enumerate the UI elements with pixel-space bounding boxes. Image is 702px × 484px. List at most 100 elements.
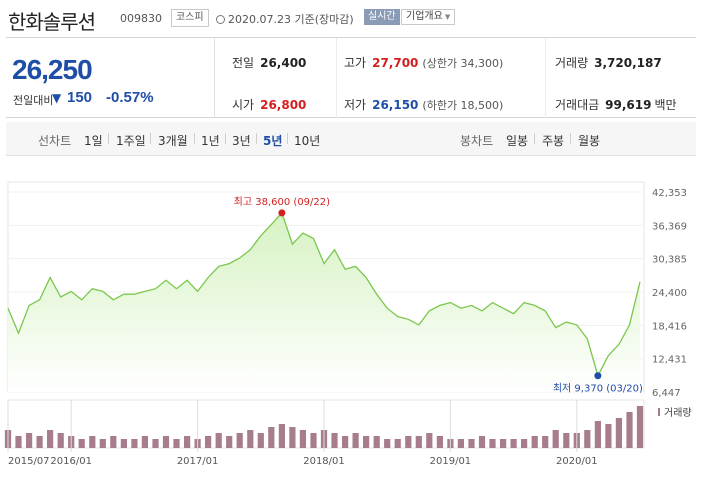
date-suffix: 기준(장마감) (294, 13, 354, 26)
volume-bar (605, 424, 612, 448)
volume-bar (247, 430, 254, 448)
tab-10y[interactable]: 10년 (294, 134, 321, 148)
tab-5y[interactable]: 5년 (263, 134, 283, 148)
tab-1y[interactable]: 1년 (201, 134, 220, 148)
volume-bar (384, 439, 391, 448)
volume-legend-label: 거래량 (664, 407, 692, 419)
high-label: 고가 (344, 56, 367, 70)
open-value: 26,800 (260, 98, 307, 112)
trade-amount: 거래대금 99,619 백만 (555, 96, 677, 113)
volume-bar (510, 439, 517, 448)
volume-bar (489, 439, 496, 448)
company-info-dropdown[interactable]: 기업개요 ▼ (401, 9, 456, 25)
divider (570, 133, 571, 144)
volume-bar (299, 430, 306, 448)
volume-bar (57, 433, 64, 448)
change-label: 전일대비 (13, 94, 54, 107)
price-change-percent: -0.57% (106, 89, 154, 106)
chevron-down-icon: ▼ (444, 13, 451, 21)
volume-bar (331, 433, 338, 448)
volume-bar (184, 436, 191, 448)
min-point-marker (594, 372, 602, 380)
volume-bar (236, 433, 243, 448)
current-price: 26,250 (12, 54, 93, 85)
y-tick-label: 24,400 (652, 288, 687, 299)
x-tick-label: 2016/01 (50, 456, 92, 467)
volume-bar (110, 436, 117, 448)
low-price: 저가 26,150 (하한가 18,500) (344, 96, 503, 113)
tab-3m[interactable]: 3개월 (158, 134, 188, 148)
y-tick-label: 12,431 (652, 355, 687, 366)
volume-bar (47, 430, 54, 448)
current-price-panel: 26,250 전일대비 ▼ 150 -0.57% (6, 38, 215, 118)
volume-bar (468, 439, 475, 448)
max-annotation: 최고 38,600 (09/22) (234, 196, 330, 208)
volume-legend-swatch (658, 408, 660, 416)
y-tick-label: 6,447 (652, 388, 681, 399)
tab-1d[interactable]: 1일 (84, 134, 103, 148)
volume-bar (141, 436, 148, 448)
volume-bar (531, 436, 538, 448)
lower-limit: (하한가 18,500) (422, 99, 504, 112)
volume-bar (162, 436, 170, 448)
open-price: 시가 26,800 (232, 96, 306, 113)
volume-bar (521, 439, 528, 448)
volume-bar (363, 436, 370, 448)
volume-bar (394, 439, 401, 448)
volume-bar (636, 406, 644, 448)
clock-icon (216, 15, 225, 24)
volume-bar (99, 439, 106, 448)
volume-bar (426, 433, 433, 448)
tab-daily[interactable]: 일봉 (506, 134, 529, 148)
volume-bar (342, 436, 349, 448)
market-badge: 코스피 (171, 9, 209, 27)
volume-bar (173, 439, 180, 448)
quote-panel: 26,250 전일대비 ▼ 150 -0.57% 전일 26,400 고가 27,7… (6, 37, 696, 118)
volume-bar (215, 433, 222, 448)
volume-bar (36, 436, 43, 448)
volume-bar (563, 433, 570, 448)
divider (545, 38, 546, 118)
realtime-button[interactable]: 실시간 (364, 9, 400, 25)
volume-bar (78, 439, 85, 448)
divider (256, 133, 257, 144)
low-value: 26,150 (372, 98, 419, 112)
stock-code: 009830 (120, 12, 162, 25)
volume-bar (310, 433, 317, 448)
price-area (8, 212, 640, 392)
high-price: 고가 27,700 (상한가 34,300) (344, 54, 503, 71)
volume-bar (373, 436, 380, 448)
tab-weekly[interactable]: 주봉 (542, 134, 565, 148)
volume-bar (626, 412, 633, 448)
volume-bar (352, 433, 359, 448)
amount-unit: 백만 (654, 98, 677, 112)
tab-3y[interactable]: 3년 (232, 134, 251, 148)
volume-bar (615, 418, 622, 448)
volume-value: 3,720,187 (594, 56, 662, 70)
volume-bar (131, 439, 138, 448)
volume-bar (405, 436, 412, 448)
min-annotation: 최저 9,370 (03/20) (553, 383, 643, 395)
stock-name: 한화솔루션 (8, 10, 96, 34)
volume-bar (552, 430, 559, 448)
divider (150, 133, 151, 144)
x-tick-label: 2017/01 (177, 456, 219, 467)
divider (225, 133, 226, 144)
tab-monthly[interactable]: 월봉 (578, 134, 601, 148)
volume-bar (257, 433, 264, 448)
x-tick-label: 2019/01 (430, 456, 472, 467)
prev-close-label: 전일 (232, 56, 255, 70)
x-tick-label: 2015/07 (8, 456, 50, 467)
price-change: 150 (67, 89, 93, 106)
tab-1w[interactable]: 1주일 (116, 134, 146, 148)
divider (534, 133, 535, 144)
volume-bar (226, 436, 233, 448)
y-tick-label: 42,353 (652, 188, 687, 199)
volume: 거래량 3,720,187 (555, 54, 662, 71)
date-value: 2020.07.23 (228, 13, 291, 26)
x-tick-label: 2020/01 (556, 456, 598, 467)
volume-bar (415, 436, 422, 448)
price-chart[interactable]: 42,353 36,369 30,385 24,400 18,416 12,431 6,44… (0, 178, 702, 484)
volume-bar (500, 439, 507, 448)
volume-bar (594, 421, 601, 448)
